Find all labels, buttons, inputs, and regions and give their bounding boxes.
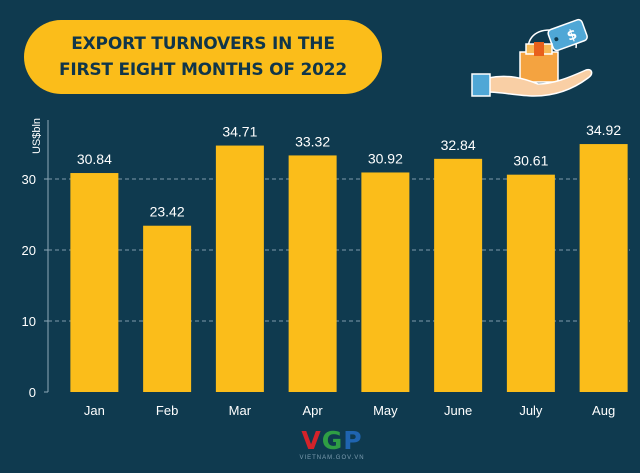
vgp-logo: VGP VIETNAM.GOV.VN <box>282 428 382 462</box>
bar-value-label: 34.92 <box>586 122 621 138</box>
x-tick-label: Jan <box>84 403 105 418</box>
bar-value-label: 34.71 <box>222 124 257 140</box>
chart-title: EXPORT TURNOVERS IN THE FIRST EIGHT MONT… <box>58 34 348 80</box>
x-tick-label: Feb <box>156 403 178 418</box>
bar-value-label: 32.84 <box>441 137 476 153</box>
x-tick-label: July <box>519 403 543 418</box>
y-tick-label: 20 <box>22 243 36 258</box>
chart-title-banner: EXPORT TURNOVERS IN THE FIRST EIGHT MONT… <box>24 20 382 94</box>
y-tick-label: 10 <box>22 314 36 329</box>
y-axis-label: US$bln <box>31 118 43 154</box>
bar <box>143 225 192 392</box>
bar <box>288 155 337 392</box>
bar-value-label: 30.92 <box>368 150 403 166</box>
bar-value-label: 30.61 <box>513 153 548 169</box>
bar <box>70 173 119 392</box>
y-tick-label: 30 <box>22 172 36 187</box>
x-tick-label: Apr <box>303 403 324 418</box>
vgp-logo-letters: VGP <box>282 428 382 454</box>
bar-value-label: 23.42 <box>150 204 185 220</box>
x-tick-label: May <box>373 403 398 418</box>
bar <box>506 174 555 392</box>
logo-letter-p: P <box>343 426 363 455</box>
logo-letter-g: G <box>321 426 344 455</box>
bar <box>579 144 628 392</box>
x-tick-label: June <box>444 403 472 418</box>
logo-letter-v: V <box>301 426 322 455</box>
x-tick-label: Mar <box>229 403 252 418</box>
bar <box>434 158 483 392</box>
bar <box>215 145 264 392</box>
logo-subtitle: VIETNAM.GOV.VN <box>299 455 365 461</box>
bar-value-label: 30.84 <box>77 151 112 167</box>
x-tick-label: Aug <box>592 403 615 418</box>
bar <box>361 172 410 392</box>
export-hand-box-icon: $ <box>471 18 593 97</box>
bar-value-label: 33.32 <box>295 133 330 149</box>
y-tick-label: 0 <box>29 385 36 400</box>
